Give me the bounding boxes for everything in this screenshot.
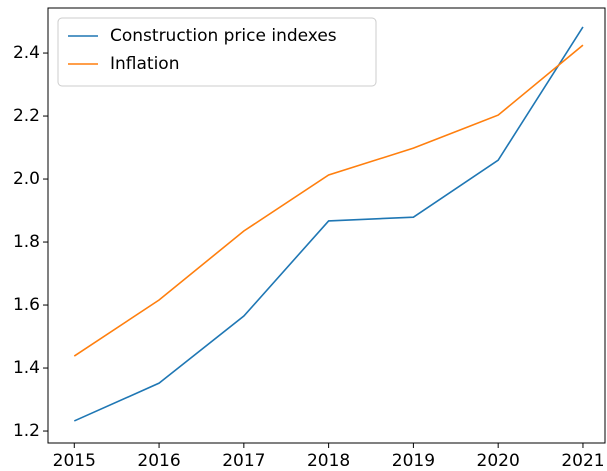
x-tick-label: 2016	[137, 451, 180, 471]
legend-label: Construction price indexes	[110, 26, 337, 46]
y-tick-label: 1.8	[13, 232, 40, 252]
y-tick-label: 1.6	[13, 295, 40, 315]
legend-box	[57, 17, 377, 87]
y-tick-label: 1.4	[13, 358, 40, 378]
x-tick-label: 2019	[392, 451, 435, 471]
line-series	[73, 44, 584, 357]
x-tick-label: 2017	[222, 451, 265, 471]
legend-label: Inflation	[110, 54, 179, 74]
line-series	[73, 26, 584, 422]
y-tick-label: 2.0	[13, 169, 40, 189]
x-tick-label: 2015	[53, 451, 96, 471]
y-tick-label: 1.2	[13, 421, 40, 441]
x-tick-label: 2021	[561, 451, 604, 471]
y-tick-label: 2.4	[13, 43, 40, 63]
y-tick-label: 2.2	[13, 106, 40, 126]
x-tick-label: 2018	[307, 451, 350, 471]
x-tick-label: 2020	[477, 451, 520, 471]
plot-frame	[47, 7, 606, 444]
